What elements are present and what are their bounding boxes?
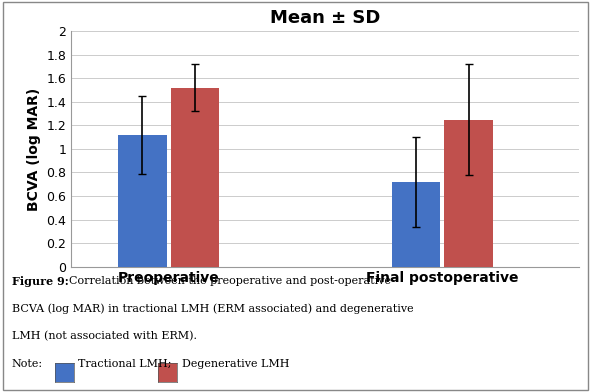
Title: Mean ± SD: Mean ± SD	[270, 9, 380, 27]
Text: Note:: Note:	[12, 359, 43, 369]
Text: BCVA (log MAR) in tractional LMH (ERM associated) and degenerative: BCVA (log MAR) in tractional LMH (ERM as…	[12, 304, 414, 314]
Text: Degenerative LMH: Degenerative LMH	[182, 359, 290, 369]
Bar	[171, 88, 219, 267]
Text: Tractional LMH;: Tractional LMH;	[78, 359, 171, 369]
Bar	[118, 135, 167, 267]
Bar	[391, 182, 440, 267]
Text: Figure 9:: Figure 9:	[12, 276, 69, 287]
Text: LMH (not associated with ERM).: LMH (not associated with ERM).	[12, 331, 197, 341]
Y-axis label: BCVA (log MAR): BCVA (log MAR)	[27, 87, 41, 211]
Text: Correlation between the preoperative and post-operative: Correlation between the preoperative and…	[62, 276, 391, 287]
Bar	[444, 120, 493, 267]
